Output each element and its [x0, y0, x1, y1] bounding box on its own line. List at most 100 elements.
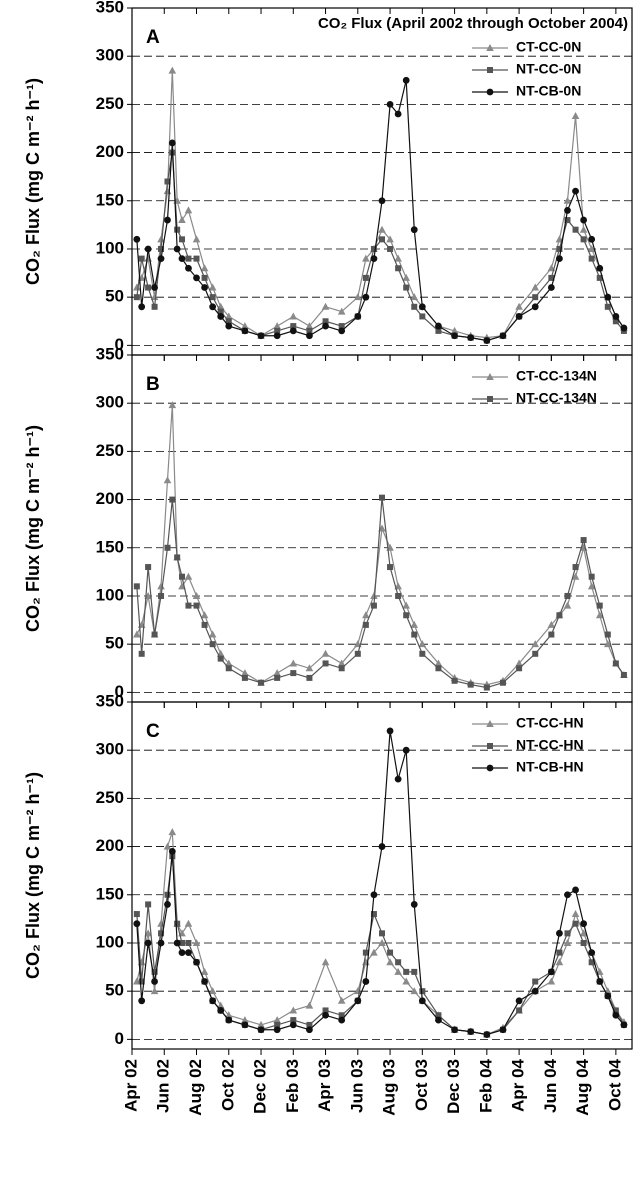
marker	[435, 665, 442, 672]
marker	[216, 1001, 225, 1009]
marker	[395, 265, 402, 272]
marker	[410, 901, 418, 908]
marker	[274, 674, 281, 681]
marker	[483, 337, 491, 344]
marker	[133, 235, 141, 243]
marker	[338, 1012, 345, 1019]
marker	[362, 621, 369, 628]
marker	[209, 303, 217, 311]
marker	[572, 886, 579, 894]
marker	[572, 187, 579, 195]
marker	[402, 76, 410, 84]
marker	[547, 284, 555, 291]
marker	[144, 939, 152, 947]
marker	[273, 322, 281, 330]
legend-label: CT-CC-0N	[516, 39, 581, 55]
marker	[178, 216, 186, 224]
marker	[241, 327, 249, 335]
marker	[185, 602, 192, 609]
marker	[306, 1026, 313, 1034]
marker	[290, 670, 297, 677]
marker	[451, 332, 458, 340]
x-tick-label: Oct 04	[605, 1058, 624, 1111]
marker	[174, 920, 181, 927]
marker	[394, 967, 402, 975]
marker	[321, 649, 330, 657]
legend-label: CT-CC-HN	[516, 715, 584, 731]
legend-label: NT-CC-0N	[516, 61, 581, 77]
x-tick-label: Feb 03	[283, 1059, 302, 1113]
marker	[403, 968, 410, 975]
marker	[556, 949, 563, 956]
marker	[386, 958, 394, 966]
legend-marker	[486, 44, 494, 51]
series-line	[136, 730, 625, 1036]
marker	[209, 641, 216, 648]
marker	[179, 939, 185, 946]
marker	[184, 572, 193, 580]
marker	[395, 592, 402, 599]
marker	[571, 572, 580, 580]
marker	[604, 992, 612, 1000]
marker	[588, 949, 596, 957]
marker	[151, 968, 158, 975]
marker	[402, 273, 410, 281]
marker	[354, 293, 362, 301]
marker	[555, 958, 564, 966]
marker	[133, 630, 141, 638]
series-line	[136, 80, 625, 342]
marker	[289, 1021, 297, 1029]
x-tick-label: Apr 04	[509, 1058, 528, 1111]
marker	[257, 1026, 265, 1034]
marker	[515, 997, 523, 1005]
marker	[208, 630, 217, 638]
marker	[580, 537, 587, 544]
marker	[133, 911, 140, 918]
y-tick-label: 250	[96, 788, 124, 807]
marker	[273, 1026, 281, 1034]
x-tick-label: Oct 03	[412, 1059, 431, 1111]
series-line	[136, 70, 625, 339]
y-tick-label: 0	[115, 1029, 124, 1048]
marker	[257, 332, 265, 340]
marker	[563, 938, 572, 946]
x-tick-label: Feb 04	[476, 1058, 495, 1112]
marker	[579, 225, 588, 233]
legend-marker	[487, 396, 493, 402]
marker	[209, 997, 217, 1005]
marker	[515, 302, 523, 310]
marker	[580, 920, 588, 928]
marker	[612, 318, 619, 325]
marker	[499, 679, 506, 686]
marker	[588, 235, 596, 243]
marker	[531, 987, 539, 995]
y-tick-label: 350	[96, 0, 124, 16]
y-axis-title: CO₂ Flux (mg C m⁻² h⁻¹)	[23, 425, 43, 632]
x-tick-label: Aug 04	[573, 1058, 592, 1115]
marker	[321, 958, 330, 966]
marker	[556, 612, 563, 619]
marker	[362, 254, 370, 262]
marker	[587, 244, 596, 252]
legend-marker	[486, 764, 494, 772]
marker	[224, 659, 233, 667]
legend-label: NT-CC-134N	[516, 390, 597, 406]
legend-marker	[487, 67, 493, 73]
marker	[564, 930, 571, 937]
marker	[419, 988, 426, 995]
marker	[394, 254, 402, 262]
marker	[563, 196, 572, 204]
marker	[200, 611, 209, 619]
marker	[273, 1016, 281, 1024]
marker	[217, 655, 224, 662]
marker	[138, 303, 146, 311]
marker	[144, 245, 152, 253]
marker	[547, 620, 556, 628]
marker	[337, 996, 346, 1004]
marker	[435, 1012, 442, 1019]
marker	[225, 1016, 233, 1024]
marker	[620, 672, 627, 679]
marker	[258, 679, 265, 686]
marker	[185, 949, 192, 957]
marker	[289, 312, 298, 320]
